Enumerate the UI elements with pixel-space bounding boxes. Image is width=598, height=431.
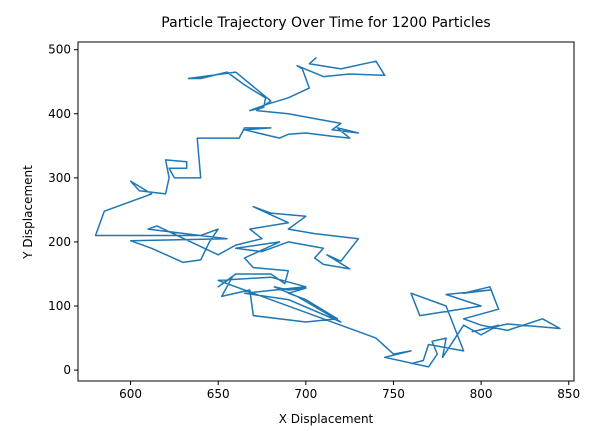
- x-tick-label: 850: [557, 387, 580, 401]
- x-tick-label: 600: [119, 387, 142, 401]
- y-axis-label: Y Displacement: [21, 165, 35, 260]
- x-tick-label: 750: [382, 387, 405, 401]
- y-tick-label: 500: [48, 43, 71, 57]
- plot-frame: [77, 41, 575, 382]
- chart-title: Particle Trajectory Over Time for 1200 P…: [161, 15, 490, 31]
- x-tick-label: 800: [470, 387, 493, 401]
- trajectory-line: [94, 56, 561, 368]
- x-tick-label: 650: [207, 387, 230, 401]
- y-tick-label: 0: [63, 363, 71, 377]
- x-tick-label: 700: [294, 387, 317, 401]
- x-axis-label: X Displacement: [279, 412, 374, 426]
- y-tick-label: 400: [48, 107, 71, 121]
- y-tick-label: 200: [48, 235, 71, 249]
- y-tick-label: 300: [48, 171, 71, 185]
- y-tick-label: 100: [48, 299, 71, 313]
